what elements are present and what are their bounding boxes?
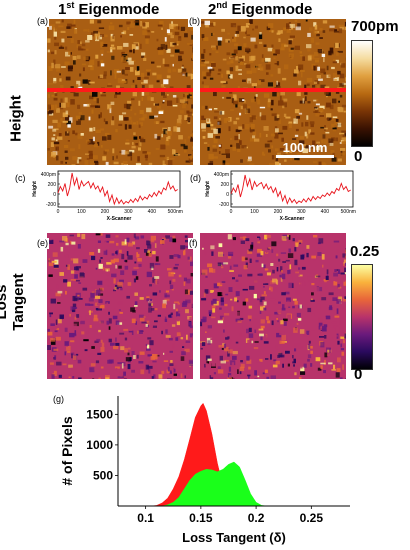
height-colorbar-min: 0 xyxy=(354,148,363,165)
profile-x-tick-label: 500nm xyxy=(341,209,356,215)
panel-a-texture xyxy=(47,19,193,165)
loss-label-line2: Tangent xyxy=(10,273,27,331)
profile-y-axis-label: Height xyxy=(205,181,211,197)
profile-x-tick-label: 400 xyxy=(321,209,330,215)
profile-x-tick-label: 500nm xyxy=(168,209,183,215)
panel-f-loss-image xyxy=(200,233,346,379)
histogram-x-tick-label: 0.25 xyxy=(300,511,324,525)
loss-colorbar-max: 0.25 xyxy=(350,243,380,260)
panel-f-label: (f) xyxy=(188,238,199,249)
panel-b-height-image xyxy=(200,19,346,165)
panel-c-label: (c) xyxy=(14,173,27,184)
histogram-y-tick-label: 1000 xyxy=(86,438,113,452)
profile-x-tick-label: 0 xyxy=(57,209,60,215)
profile-x-tick-label: 200 xyxy=(101,209,110,215)
profile-y-tick-label: 200 xyxy=(48,182,57,188)
profile-y-tick-label: 400pm xyxy=(214,172,229,178)
profile-x-tick-label: 200 xyxy=(274,209,283,215)
profile-x-axis-label: X-Scanner xyxy=(107,216,132,222)
profile-x-tick-label: 0 xyxy=(230,209,233,215)
profile-x-tick-label: 100 xyxy=(77,209,86,215)
profile-y-tick-label: 0 xyxy=(226,192,229,198)
panel-g-label: (g) xyxy=(52,394,65,405)
panel-e-loss-image xyxy=(47,233,193,379)
panel-b-texture xyxy=(200,19,346,165)
panel-e-label: (e) xyxy=(36,238,49,249)
profile-plot-frame xyxy=(57,170,181,208)
panel-a-label: (a) xyxy=(36,16,49,27)
panel-b-label: (b) xyxy=(188,16,201,27)
profile-y-tick-label: -200 xyxy=(46,202,56,208)
profile-y-axis-label: Height xyxy=(32,181,38,197)
profile-x-axis-label: X-Scanner xyxy=(280,216,305,222)
profile-x-tick-label: 100 xyxy=(250,209,259,215)
height-row-label: Height xyxy=(7,95,25,142)
profile-series-line xyxy=(57,172,178,206)
first-eigenmode-title: 1st Eigenmode xyxy=(58,0,160,18)
panel-f-texture xyxy=(200,233,346,379)
line-profile-marker xyxy=(200,88,346,92)
scale-bar: 100 nm xyxy=(276,141,334,159)
line-profile-marker xyxy=(47,88,193,92)
histogram-y-axis-label: # of Pixels xyxy=(60,416,75,485)
panel-d-label: (d) xyxy=(189,173,202,184)
histogram-x-tick-label: 0.15 xyxy=(189,511,213,525)
panel-a-height-image xyxy=(47,19,193,165)
profile-x-tick-label: 300 xyxy=(297,209,306,215)
panel-e-texture xyxy=(47,233,193,379)
second-eigenmode-title: 2nd Eigenmode xyxy=(208,0,313,18)
profile-x-tick-label: 400 xyxy=(148,209,157,215)
loss-tangent-row-label: Loss Tangent xyxy=(0,262,27,342)
histogram-x-axis-label: Loss Tangent (δ) xyxy=(182,530,286,545)
profile-y-tick-label: -200 xyxy=(219,202,229,208)
profile-series-line xyxy=(230,174,351,205)
loss-colorbar-min: 0 xyxy=(354,366,363,383)
profile-y-tick-label: 200 xyxy=(221,182,230,188)
histogram-y-tick-label: 500 xyxy=(93,468,113,482)
histogram-y-tick-label: 1500 xyxy=(86,407,113,421)
height-colorbar xyxy=(351,40,373,147)
profile-x-tick-label: 300 xyxy=(124,209,133,215)
histogram-x-tick-label: 0.2 xyxy=(248,511,265,525)
histogram-series-2 xyxy=(162,461,268,507)
profile-y-tick-label: 0 xyxy=(53,192,56,198)
profile-y-tick-label: 400pm xyxy=(41,172,56,178)
scale-bar-text: 100 nm xyxy=(282,140,328,155)
panel-g-histogram-chart: 500 1000 1500 0.1 0.15 0.2 0.25 Loss Tangent (δ… xyxy=(60,396,350,545)
scale-bar-line xyxy=(276,155,334,158)
height-colorbar-max: 700pm xyxy=(351,18,399,35)
histogram-x-tick-label: 0.1 xyxy=(137,511,154,525)
profile-plot-frame xyxy=(230,170,354,208)
loss-label-line1: Loss xyxy=(0,284,10,320)
loss-colorbar xyxy=(351,264,373,370)
